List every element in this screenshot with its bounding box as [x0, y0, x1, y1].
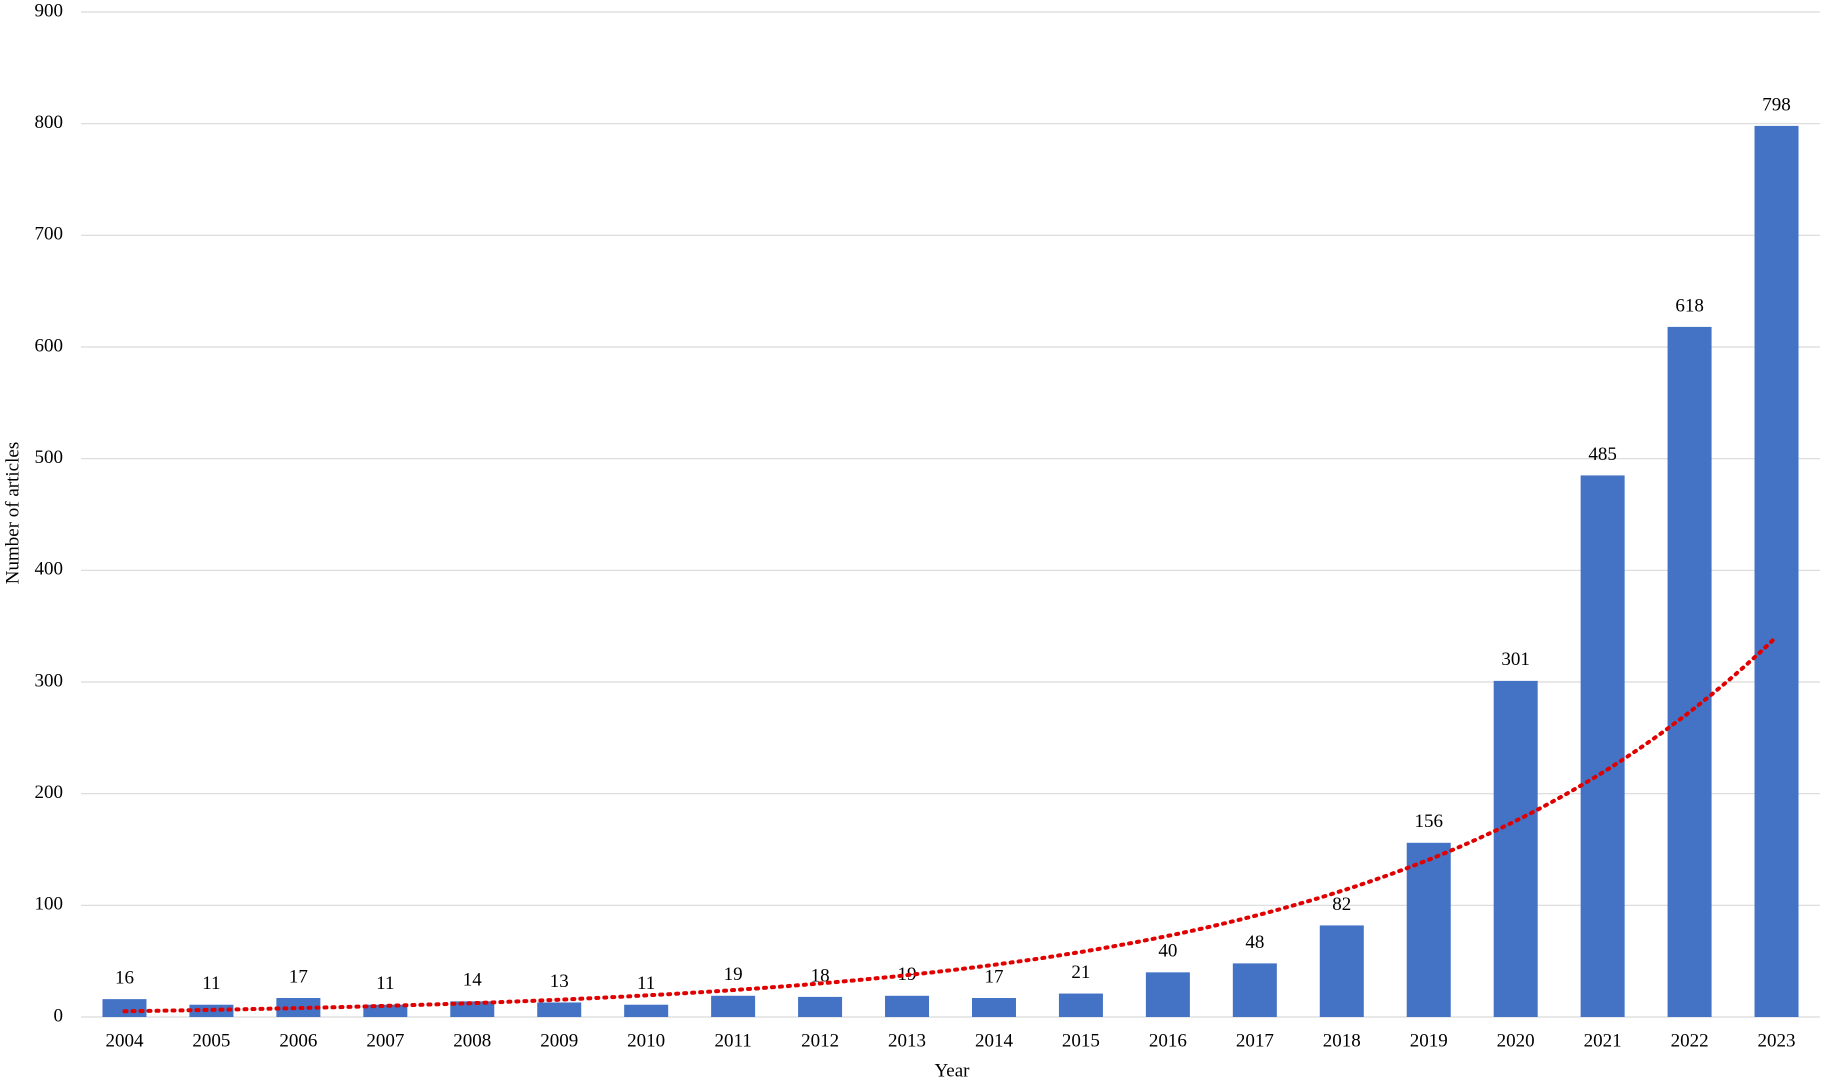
y-tick-label: 800 — [35, 112, 64, 133]
x-tick-label: 2015 — [1062, 1030, 1100, 1051]
data-label: 17 — [289, 966, 308, 987]
x-tick-label: 2023 — [1758, 1030, 1796, 1051]
x-tick-label: 2019 — [1410, 1030, 1448, 1051]
y-tick-label: 100 — [35, 894, 64, 915]
data-label: 18 — [811, 965, 830, 986]
y-tick-label: 200 — [35, 782, 64, 803]
data-label: 156 — [1414, 811, 1443, 832]
x-tick-label: 2006 — [279, 1030, 317, 1051]
x-tick-label: 2016 — [1149, 1030, 1187, 1051]
bar — [971, 998, 1016, 1017]
y-axis-title: Number of articles — [2, 442, 23, 584]
bar — [798, 996, 843, 1017]
bar — [276, 998, 321, 1017]
x-tick-label: 2007 — [366, 1030, 404, 1051]
bar — [1667, 326, 1712, 1017]
y-tick-label: 0 — [54, 1005, 64, 1026]
x-tick-label: 2004 — [105, 1030, 144, 1051]
x-tick-label: 2008 — [453, 1030, 491, 1051]
bar — [1145, 972, 1190, 1017]
data-label: 40 — [1158, 941, 1177, 962]
x-tick-label: 2020 — [1497, 1030, 1535, 1051]
data-label: 19 — [724, 964, 743, 985]
data-label: 21 — [1071, 962, 1090, 983]
data-label: 16 — [115, 967, 134, 988]
bar — [102, 999, 147, 1017]
x-tick-label: 2022 — [1671, 1030, 1709, 1051]
data-label: 618 — [1675, 295, 1704, 316]
x-tick-label: 2014 — [975, 1030, 1014, 1051]
y-tick-label: 500 — [35, 447, 64, 468]
bar — [1580, 475, 1625, 1018]
bar — [1406, 842, 1451, 1017]
data-label: 14 — [463, 970, 483, 991]
bar — [1493, 680, 1538, 1017]
y-tick-label: 600 — [35, 335, 64, 356]
bar — [363, 1004, 408, 1017]
data-label: 17 — [984, 966, 1003, 987]
data-label: 82 — [1332, 894, 1351, 915]
data-label: 13 — [550, 971, 569, 992]
x-tick-label: 2021 — [1584, 1030, 1622, 1051]
bar — [885, 995, 930, 1017]
y-tick-label: 300 — [35, 670, 64, 691]
bar — [1232, 963, 1277, 1017]
bar — [624, 1004, 669, 1017]
x-tick-label: 2012 — [801, 1030, 839, 1051]
x-tick-label: 2017 — [1236, 1030, 1274, 1051]
bar — [711, 995, 756, 1017]
trendline — [122, 634, 1779, 1014]
bar — [1319, 925, 1364, 1017]
bar — [1754, 125, 1799, 1017]
bar — [537, 1002, 582, 1017]
x-tick-label: 2011 — [714, 1030, 751, 1051]
data-label: 48 — [1245, 932, 1264, 953]
y-tick-label: 700 — [35, 224, 64, 245]
bar — [1058, 993, 1103, 1017]
y-tick-label: 900 — [35, 0, 64, 21]
x-tick-label: 2010 — [627, 1030, 665, 1051]
data-label: 11 — [376, 973, 394, 994]
data-label: 11 — [202, 973, 220, 994]
x-tick-label: 2018 — [1323, 1030, 1361, 1051]
x-tick-label: 2013 — [888, 1030, 926, 1051]
data-label: 301 — [1501, 649, 1530, 670]
x-axis-title: Year — [934, 1060, 970, 1081]
data-label: 485 — [1588, 444, 1617, 465]
data-label: 11 — [637, 973, 655, 994]
x-tick-label: 2009 — [540, 1030, 578, 1051]
data-label: 798 — [1762, 94, 1791, 115]
y-tick-label: 400 — [35, 559, 64, 580]
x-tick-label: 2005 — [192, 1030, 230, 1051]
